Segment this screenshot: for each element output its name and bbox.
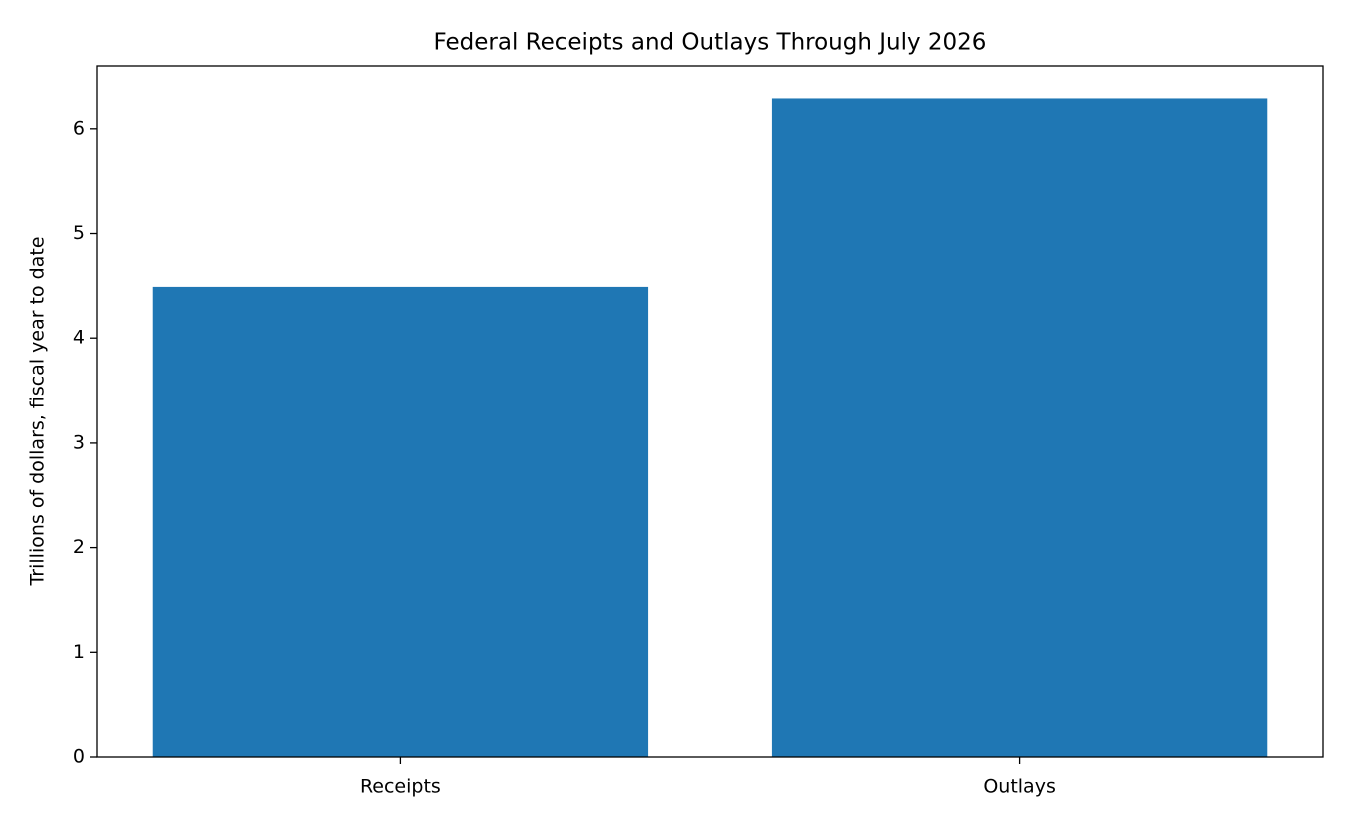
x-tick-label: Receipts: [360, 776, 441, 798]
bar: [152, 286, 649, 757]
y-tick-label: 3: [73, 431, 85, 453]
y-tick-label: 5: [73, 222, 85, 244]
y-tick-label: 6: [73, 117, 85, 139]
plot-frame: [96, 65, 1324, 758]
y-tick-label: 4: [73, 327, 85, 349]
x-tick-label: Outlays: [983, 776, 1056, 798]
y-tick-label: 2: [73, 536, 85, 558]
chart-title: Federal Receipts and Outlays Through Jul…: [434, 30, 987, 56]
y-tick-label: 1: [73, 641, 85, 663]
y-axis-label: Trillions of dollars, fiscal year to dat…: [27, 236, 49, 586]
bar: [771, 98, 1268, 758]
y-tick-label: 0: [73, 746, 85, 768]
